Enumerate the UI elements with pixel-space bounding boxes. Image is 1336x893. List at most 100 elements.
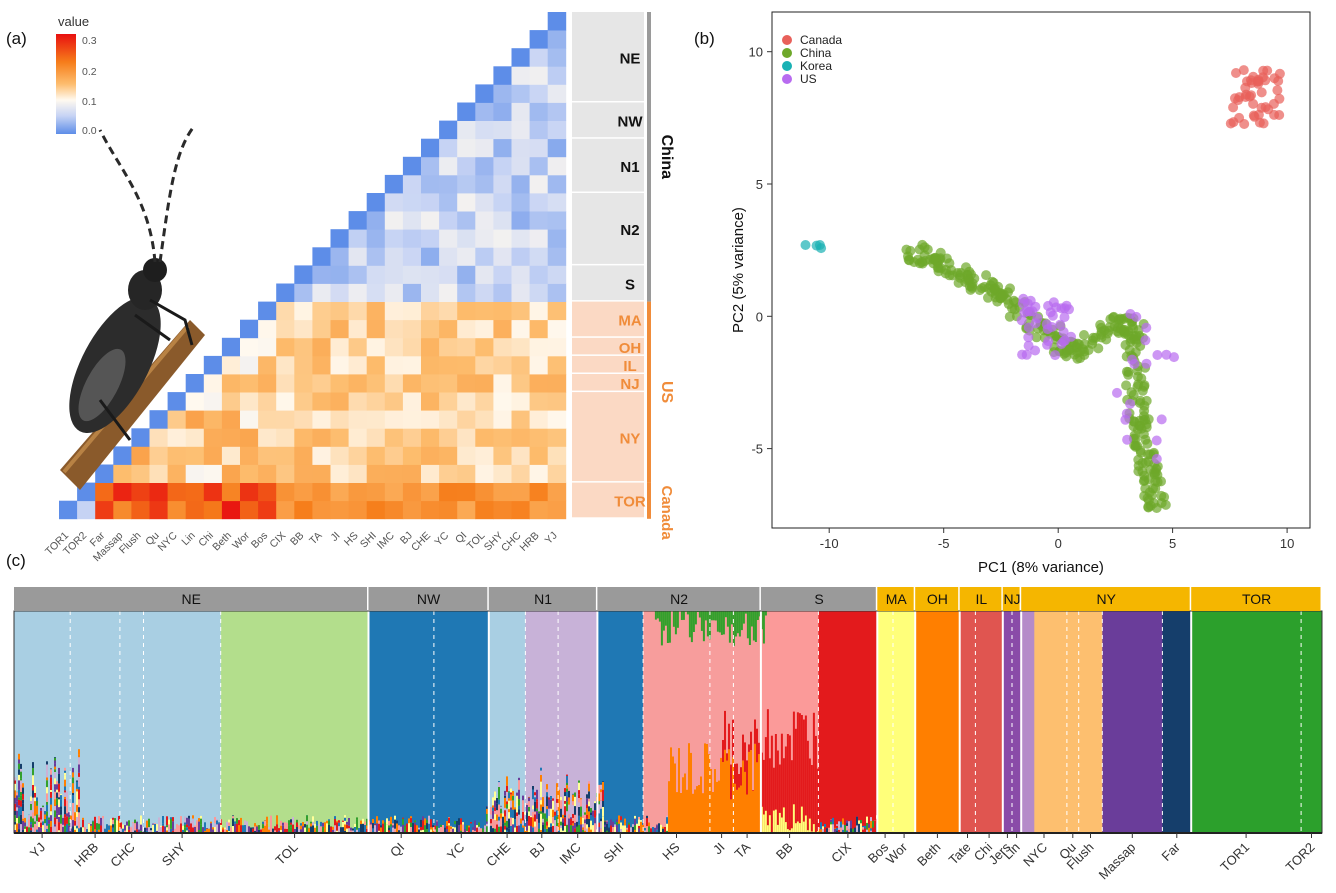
admixture-bar (608, 828, 610, 833)
admixture-bar (504, 807, 506, 811)
admixture-bar (586, 804, 588, 809)
admixture-bar (506, 808, 508, 811)
heatmap-cell (439, 374, 458, 393)
admixture-bar (164, 826, 166, 833)
heatmap-cell (330, 482, 349, 502)
admixture-bar (170, 829, 172, 833)
heatmap-cell (167, 446, 187, 465)
admixture-bar (114, 818, 116, 824)
heatmap-cell (294, 355, 313, 375)
admixture-bar (342, 820, 344, 822)
admixture-bar (624, 822, 626, 826)
heatmap-cell (131, 446, 150, 465)
admixture-bar (60, 809, 62, 815)
admixture-bar (492, 805, 494, 808)
admixture-bar (806, 740, 809, 833)
admixture-bar (450, 825, 452, 827)
admixture-bar (190, 823, 192, 833)
admixture-bar (362, 818, 364, 824)
pca-point-us (1122, 434, 1133, 445)
admixture-bar (272, 828, 274, 833)
heatmap-cell (511, 102, 530, 121)
admixture-bar (724, 749, 726, 833)
heatmap-cell (475, 337, 494, 357)
admixture-bar (216, 820, 218, 825)
admixture-bar (814, 735, 817, 833)
heatmap-cell (77, 500, 96, 520)
heatmap-cell (439, 482, 458, 502)
heatmap-cell (529, 301, 549, 321)
admixture-bar (40, 822, 42, 828)
heatmap-cell (149, 410, 168, 429)
admixture-bar (850, 818, 852, 821)
admixture-bar (838, 821, 840, 828)
admixture-bar (498, 791, 500, 800)
admixture-bar (296, 820, 298, 823)
heatmap-cell (402, 193, 422, 212)
admixture-bar (752, 611, 755, 641)
heatmap-cell (529, 247, 549, 266)
admixture-bar (518, 799, 520, 806)
admixture-bar (590, 820, 592, 830)
heatmap-cell (294, 482, 313, 502)
admixture-bar (496, 820, 498, 825)
heatmap-cell (493, 337, 512, 357)
admixture-bar (486, 823, 488, 827)
heatmap-cell (511, 428, 530, 447)
admixture-bar (590, 814, 592, 821)
admixture-bar (624, 825, 626, 833)
heatmap-column-label: TOL (465, 530, 488, 553)
heatmap-cell (384, 174, 404, 194)
admixture-bar (66, 816, 68, 824)
pca-point-china (1135, 447, 1146, 458)
admixture-bar (30, 803, 32, 811)
admixture-bar (108, 825, 110, 830)
admixture-bar (606, 830, 608, 833)
admixture-bar (118, 816, 120, 818)
admixture-bar (476, 827, 478, 833)
admixture-bar (682, 777, 684, 833)
admixture-bar (756, 611, 759, 620)
admixture-bar (202, 827, 204, 833)
admixture-bar (756, 728, 758, 763)
heatmap-cell (475, 283, 494, 302)
admixture-bar (616, 819, 618, 822)
heatmap-cell (330, 265, 349, 284)
admixture-bar (46, 811, 48, 817)
admixture-bar (342, 827, 344, 833)
admixture-bar (234, 823, 236, 833)
heatmap-cell (203, 446, 223, 465)
admixture-bar (698, 611, 701, 618)
admixture-bar (270, 823, 272, 833)
admixture-bar (562, 822, 564, 831)
population-label-imc: IMC (556, 840, 583, 867)
admixture-bar (20, 771, 22, 779)
admixture-bar (228, 819, 230, 823)
admixture-bar (636, 823, 638, 826)
admixture-bar (288, 820, 290, 826)
admixture-bar (548, 827, 550, 833)
pca-point-china (1087, 335, 1098, 346)
admixture-bar (634, 818, 636, 826)
admixture-bar (838, 827, 840, 830)
admixture-bar (252, 827, 254, 829)
heatmap-cell (294, 374, 313, 393)
admixture-bar (496, 814, 498, 821)
admixture-bar (612, 827, 614, 833)
admixture-bar (870, 828, 872, 831)
heatmap-cell (366, 211, 386, 230)
admixture-bar (34, 808, 36, 816)
admixture-bar (46, 828, 48, 833)
heatmap-cell (276, 355, 295, 375)
heatmap-cell (312, 319, 331, 339)
ancestry-barplot (13, 610, 1323, 834)
admixture-bar (64, 792, 66, 797)
heatmap-cell (330, 355, 349, 375)
population-label-ji: JI (710, 840, 728, 858)
admixture-bar (28, 827, 30, 833)
heatmap-cell (276, 374, 295, 393)
admixture-bar (134, 830, 136, 833)
admixture-bar (536, 808, 538, 812)
admixture-bar (402, 824, 404, 833)
